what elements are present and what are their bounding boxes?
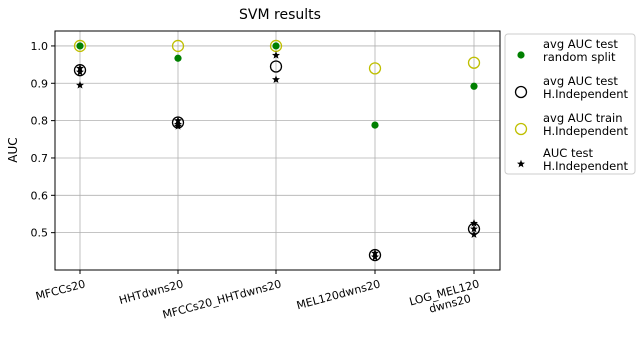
- series-3-point: [368, 62, 382, 75]
- series-1-point: [470, 82, 478, 90]
- x-tick-label-group: HHTdwns20: [118, 277, 185, 307]
- chart-title: SVM results: [239, 7, 321, 23]
- x-tick-label-group: MEL120dwns20: [295, 277, 382, 312]
- y-axis: 0.5 0.6 0.7 0.8 0.9 1.0: [31, 40, 55, 240]
- data-marks: [73, 39, 481, 262]
- series-3-point: [171, 39, 185, 53]
- series-4-point: [272, 51, 280, 59]
- series-1-point: [76, 42, 84, 50]
- legend-label-1: avg AUC test random split: [543, 37, 618, 64]
- series-4-point: [174, 122, 182, 130]
- legend-box: [504, 33, 636, 175]
- x-tick-label: LOG_MEL120dwns20: [408, 277, 484, 320]
- x-tick-label: MEL120dwns20: [295, 277, 382, 312]
- x-tick-label: MFCCs20: [34, 277, 87, 303]
- series-1-point: [272, 42, 280, 50]
- legend-marker-3: [514, 122, 528, 136]
- series-4-point: [470, 224, 478, 233]
- legend-label-4: AUC test H.Independent: [543, 146, 628, 173]
- y-tick-label: 0.5: [31, 227, 49, 240]
- x-tick-label: HHTdwns20: [118, 277, 185, 307]
- y-tick-label: 0.9: [31, 77, 49, 90]
- legend-label-3: avg AUC train H.Independent: [543, 111, 628, 138]
- legend: avg AUC test random split avg AUC test H.In…: [504, 33, 636, 175]
- series-2-point: [269, 60, 283, 73]
- series-4-point: [76, 80, 84, 89]
- legend-marker-4: [517, 159, 525, 168]
- series-4-point: [272, 75, 280, 83]
- legend-marker-1: [517, 51, 525, 59]
- series-4-point: [371, 252, 379, 261]
- series-3-point: [467, 56, 481, 69]
- x-tick-label-group: LOG_MEL120dwns20: [408, 277, 484, 320]
- y-tick-label: 0.7: [31, 152, 49, 165]
- plot-frame: [54, 30, 501, 271]
- series-4-point: [76, 67, 84, 76]
- series-3-point: [73, 39, 87, 53]
- legend-label-2: avg AUC test H.Independent: [543, 74, 628, 101]
- series-1-point: [174, 54, 182, 62]
- series-1-point: [371, 121, 379, 129]
- legend-marker-2: [514, 85, 528, 99]
- y-tick-label: 0.6: [31, 189, 49, 202]
- series-4-point: [470, 219, 478, 227]
- x-tick-label-group: MFCCs20: [34, 277, 87, 303]
- y-tick-label: 1.0: [31, 40, 49, 53]
- series-4-point: [470, 230, 478, 238]
- y-axis-label: AUC: [6, 137, 20, 162]
- grid-lines: [55, 31, 500, 270]
- y-tick-label: 0.8: [31, 115, 49, 128]
